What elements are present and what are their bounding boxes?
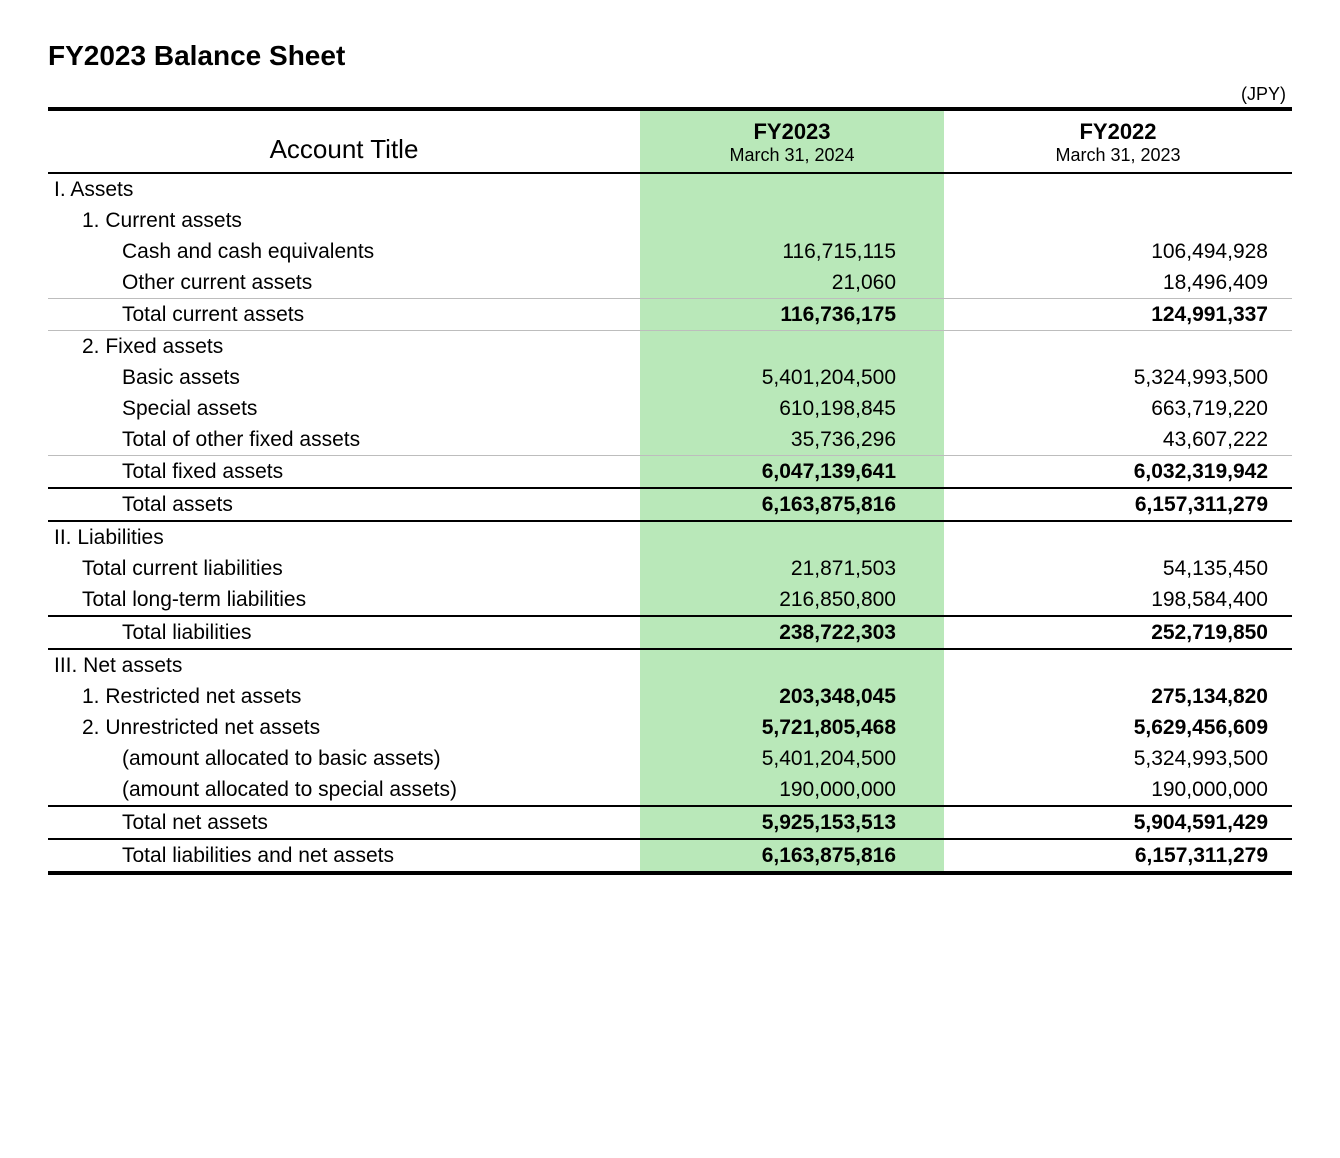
row-fy22: 252,719,850 xyxy=(944,617,1292,649)
current-assets-heading: 1. Current assets xyxy=(48,205,640,236)
row-label: Total current assets xyxy=(48,299,640,331)
table-row: Total net assets 5,925,153,513 5,904,591… xyxy=(48,807,1292,839)
row-fy22: 663,719,220 xyxy=(944,393,1292,424)
page-title: FY2023 Balance Sheet xyxy=(48,40,1292,72)
table-row: Total current assets 116,736,175 124,991… xyxy=(48,299,1292,331)
row-label: Total long-term liabilities xyxy=(48,584,640,616)
row-fy23: 35,736,296 xyxy=(640,424,944,456)
table-row: 1. Restricted net assets 203,348,045 275… xyxy=(48,681,1292,712)
col-account-title: Account Title xyxy=(48,111,640,173)
row-label: Basic assets xyxy=(48,362,640,393)
row-fy23: 6,163,875,816 xyxy=(640,489,944,521)
row-label: Other current assets xyxy=(48,267,640,299)
table-row: 1. Current assets xyxy=(48,205,1292,236)
table-row: Total liabilities and net assets 6,163,8… xyxy=(48,840,1292,873)
row-fy22: 18,496,409 xyxy=(944,267,1292,299)
table-row: (amount allocated to basic assets) 5,401… xyxy=(48,743,1292,774)
row-fy23: 610,198,845 xyxy=(640,393,944,424)
table-row: Total current liabilities 21,871,503 54,… xyxy=(48,553,1292,584)
col-fy2022-label: FY2022 xyxy=(944,111,1292,145)
row-label: Total fixed assets xyxy=(48,456,640,488)
section-assets-heading: I. Assets xyxy=(48,174,640,205)
row-fy23: 116,715,115 xyxy=(640,236,944,267)
row-label: Cash and cash equivalents xyxy=(48,236,640,267)
row-fy23: 5,401,204,500 xyxy=(640,743,944,774)
row-fy22: 124,991,337 xyxy=(944,299,1292,331)
table-row: 2. Unrestricted net assets 5,721,805,468… xyxy=(48,712,1292,743)
row-label: 1. Restricted net assets xyxy=(48,681,640,712)
row-fy23: 203,348,045 xyxy=(640,681,944,712)
col-fy2022-date: March 31, 2023 xyxy=(944,145,1292,173)
row-fy23: 6,047,139,641 xyxy=(640,456,944,488)
table-row: Total of other fixed assets 35,736,296 4… xyxy=(48,424,1292,456)
row-fy23: 5,401,204,500 xyxy=(640,362,944,393)
row-fy23: 216,850,800 xyxy=(640,584,944,616)
table-row: Total liabilities 238,722,303 252,719,85… xyxy=(48,617,1292,649)
row-fy22: 6,032,319,942 xyxy=(944,456,1292,488)
row-fy22: 43,607,222 xyxy=(944,424,1292,456)
row-fy22: 190,000,000 xyxy=(944,774,1292,806)
row-fy23: 6,163,875,816 xyxy=(640,840,944,873)
row-label: Total liabilities and net assets xyxy=(48,840,640,873)
table-row: Special assets 610,198,845 663,719,220 xyxy=(48,393,1292,424)
fixed-assets-heading: 2. Fixed assets xyxy=(48,331,640,362)
section-liabilities-heading: II. Liabilities xyxy=(48,522,640,553)
row-fy22: 5,324,993,500 xyxy=(944,743,1292,774)
table-row: Total long-term liabilities 216,850,800 … xyxy=(48,584,1292,616)
row-label: Special assets xyxy=(48,393,640,424)
row-fy23: 116,736,175 xyxy=(640,299,944,331)
row-label: Total net assets xyxy=(48,807,640,839)
row-fy22: 54,135,450 xyxy=(944,553,1292,584)
table-row: I. Assets xyxy=(48,174,1292,205)
row-fy22: 5,324,993,500 xyxy=(944,362,1292,393)
row-fy22: 6,157,311,279 xyxy=(944,840,1292,873)
row-fy23: 21,871,503 xyxy=(640,553,944,584)
row-fy22: 275,134,820 xyxy=(944,681,1292,712)
table-row: Other current assets 21,060 18,496,409 xyxy=(48,267,1292,299)
row-fy22: 5,629,456,609 xyxy=(944,712,1292,743)
table-row: III. Net assets xyxy=(48,650,1292,681)
row-fy22: 6,157,311,279 xyxy=(944,489,1292,521)
row-fy22: 106,494,928 xyxy=(944,236,1292,267)
table-row: II. Liabilities xyxy=(48,522,1292,553)
row-fy22: 198,584,400 xyxy=(944,584,1292,616)
row-fy22: 5,904,591,429 xyxy=(944,807,1292,839)
section-net-assets-heading: III. Net assets xyxy=(48,650,640,681)
row-fy23: 5,721,805,468 xyxy=(640,712,944,743)
row-label: Total liabilities xyxy=(48,617,640,649)
table-row: Cash and cash equivalents 116,715,115 10… xyxy=(48,236,1292,267)
col-fy2023-label: FY2023 xyxy=(640,111,944,145)
col-fy2023-date: March 31, 2024 xyxy=(640,145,944,173)
row-fy23: 5,925,153,513 xyxy=(640,807,944,839)
row-label: (amount allocated to basic assets) xyxy=(48,743,640,774)
row-label: (amount allocated to special assets) xyxy=(48,774,640,806)
row-label: Total of other fixed assets xyxy=(48,424,640,456)
row-fy23: 21,060 xyxy=(640,267,944,299)
row-label: Total assets xyxy=(48,489,640,521)
table-row: Total assets 6,163,875,816 6,157,311,279 xyxy=(48,489,1292,521)
table-row: Basic assets 5,401,204,500 5,324,993,500 xyxy=(48,362,1292,393)
table-row: Total fixed assets 6,047,139,641 6,032,3… xyxy=(48,456,1292,488)
balance-sheet-table: Account Title FY2023 FY2022 March 31, 20… xyxy=(48,107,1292,875)
row-fy23: 238,722,303 xyxy=(640,617,944,649)
table-row: (amount allocated to special assets) 190… xyxy=(48,774,1292,806)
row-fy23: 190,000,000 xyxy=(640,774,944,806)
table-row: 2. Fixed assets xyxy=(48,331,1292,362)
currency-label: (JPY) xyxy=(48,84,1292,105)
row-label: 2. Unrestricted net assets xyxy=(48,712,640,743)
row-label: Total current liabilities xyxy=(48,553,640,584)
